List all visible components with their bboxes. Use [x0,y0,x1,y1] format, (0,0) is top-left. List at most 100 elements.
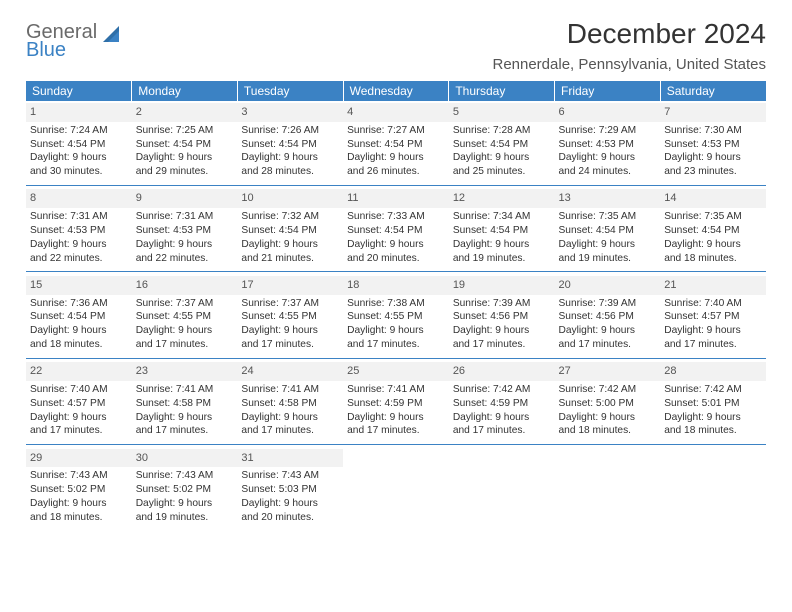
day-number: 31 [237,449,343,468]
daylight-text: and 18 minutes. [664,252,762,266]
weekday-header: Sunday [26,81,132,101]
day-cell [343,447,449,531]
sunset-text: Sunset: 4:53 PM [136,224,234,238]
sail-icon [101,24,123,46]
week-row: 29Sunrise: 7:43 AMSunset: 5:02 PMDayligh… [26,447,766,531]
daylight-text: and 17 minutes. [664,338,762,352]
sunset-text: Sunset: 4:57 PM [30,397,128,411]
day-number: 14 [660,189,766,208]
daylight-text: Daylight: 9 hours [664,238,762,252]
day-cell: 3Sunrise: 7:26 AMSunset: 4:54 PMDaylight… [237,101,343,185]
daylight-text: and 25 minutes. [453,165,551,179]
logo-word-blue: Blue [26,40,97,60]
weekday-header: Saturday [660,81,766,101]
sunrise-text: Sunrise: 7:35 AM [664,210,762,224]
day-number: 5 [449,103,555,122]
week-row: 15Sunrise: 7:36 AMSunset: 4:54 PMDayligh… [26,274,766,358]
day-number: 24 [237,362,343,381]
daylight-text: Daylight: 9 hours [664,324,762,338]
daylight-text: and 17 minutes. [136,338,234,352]
sunset-text: Sunset: 4:56 PM [559,310,657,324]
daylight-text: and 22 minutes. [136,252,234,266]
sunset-text: Sunset: 4:54 PM [30,310,128,324]
day-cell: 14Sunrise: 7:35 AMSunset: 4:54 PMDayligh… [660,187,766,271]
daylight-text: and 18 minutes. [559,424,657,438]
day-cell: 5Sunrise: 7:28 AMSunset: 4:54 PMDaylight… [449,101,555,185]
daylight-text: and 28 minutes. [241,165,339,179]
sunrise-text: Sunrise: 7:29 AM [559,124,657,138]
sunrise-text: Sunrise: 7:41 AM [241,383,339,397]
day-number: 2 [132,103,238,122]
daylight-text: Daylight: 9 hours [136,497,234,511]
day-cell: 8Sunrise: 7:31 AMSunset: 4:53 PMDaylight… [26,187,132,271]
daylight-text: Daylight: 9 hours [136,151,234,165]
daylight-text: and 17 minutes. [347,424,445,438]
daylight-text: Daylight: 9 hours [559,238,657,252]
day-cell: 26Sunrise: 7:42 AMSunset: 4:59 PMDayligh… [449,360,555,444]
day-number: 16 [132,276,238,295]
sunrise-text: Sunrise: 7:38 AM [347,297,445,311]
day-cell: 10Sunrise: 7:32 AMSunset: 4:54 PMDayligh… [237,187,343,271]
day-cell: 31Sunrise: 7:43 AMSunset: 5:03 PMDayligh… [237,447,343,531]
daylight-text: and 17 minutes. [241,424,339,438]
day-cell: 30Sunrise: 7:43 AMSunset: 5:02 PMDayligh… [132,447,238,531]
day-cell: 16Sunrise: 7:37 AMSunset: 4:55 PMDayligh… [132,274,238,358]
daylight-text: Daylight: 9 hours [241,324,339,338]
day-number: 19 [449,276,555,295]
day-cell: 22Sunrise: 7:40 AMSunset: 4:57 PMDayligh… [26,360,132,444]
sunset-text: Sunset: 4:54 PM [347,138,445,152]
daylight-text: and 23 minutes. [664,165,762,179]
day-number: 12 [449,189,555,208]
sunrise-text: Sunrise: 7:36 AM [30,297,128,311]
daylight-text: and 17 minutes. [241,338,339,352]
daylight-text: Daylight: 9 hours [664,411,762,425]
sunrise-text: Sunrise: 7:32 AM [241,210,339,224]
sunrise-text: Sunrise: 7:25 AM [136,124,234,138]
day-number: 6 [555,103,661,122]
sunset-text: Sunset: 5:01 PM [664,397,762,411]
sunset-text: Sunset: 5:00 PM [559,397,657,411]
logo-text: General Blue [26,22,97,60]
day-number: 23 [132,362,238,381]
daylight-text: Daylight: 9 hours [241,238,339,252]
calendar-table: Sunday Monday Tuesday Wednesday Thursday… [26,81,766,531]
sunrise-text: Sunrise: 7:43 AM [136,469,234,483]
day-cell [555,447,661,531]
sunrise-text: Sunrise: 7:24 AM [30,124,128,138]
daylight-text: Daylight: 9 hours [347,151,445,165]
day-cell: 2Sunrise: 7:25 AMSunset: 4:54 PMDaylight… [132,101,238,185]
day-cell: 4Sunrise: 7:27 AMSunset: 4:54 PMDaylight… [343,101,449,185]
sunrise-text: Sunrise: 7:37 AM [241,297,339,311]
sunset-text: Sunset: 5:03 PM [241,483,339,497]
day-cell: 1Sunrise: 7:24 AMSunset: 4:54 PMDaylight… [26,101,132,185]
day-cell: 18Sunrise: 7:38 AMSunset: 4:55 PMDayligh… [343,274,449,358]
weekday-header: Friday [555,81,661,101]
daylight-text: Daylight: 9 hours [241,151,339,165]
sunrise-text: Sunrise: 7:39 AM [453,297,551,311]
weekday-header: Thursday [449,81,555,101]
weekday-header: Tuesday [237,81,343,101]
day-number: 3 [237,103,343,122]
day-number: 21 [660,276,766,295]
sunrise-text: Sunrise: 7:27 AM [347,124,445,138]
weekday-header: Wednesday [343,81,449,101]
sunset-text: Sunset: 4:59 PM [453,397,551,411]
daylight-text: and 18 minutes. [30,338,128,352]
sunrise-text: Sunrise: 7:33 AM [347,210,445,224]
day-number: 27 [555,362,661,381]
location-subtitle: Rennerdale, Pennsylvania, United States [492,56,766,73]
day-cell [660,447,766,531]
sunrise-text: Sunrise: 7:39 AM [559,297,657,311]
daylight-text: and 17 minutes. [136,424,234,438]
sunrise-text: Sunrise: 7:42 AM [559,383,657,397]
weekday-header: Monday [132,81,238,101]
daylight-text: Daylight: 9 hours [30,411,128,425]
weekday-header-row: Sunday Monday Tuesday Wednesday Thursday… [26,81,766,101]
sunset-text: Sunset: 4:55 PM [136,310,234,324]
day-number: 17 [237,276,343,295]
daylight-text: Daylight: 9 hours [453,151,551,165]
daylight-text: and 29 minutes. [136,165,234,179]
daylight-text: Daylight: 9 hours [136,411,234,425]
day-cell: 19Sunrise: 7:39 AMSunset: 4:56 PMDayligh… [449,274,555,358]
sunrise-text: Sunrise: 7:35 AM [559,210,657,224]
